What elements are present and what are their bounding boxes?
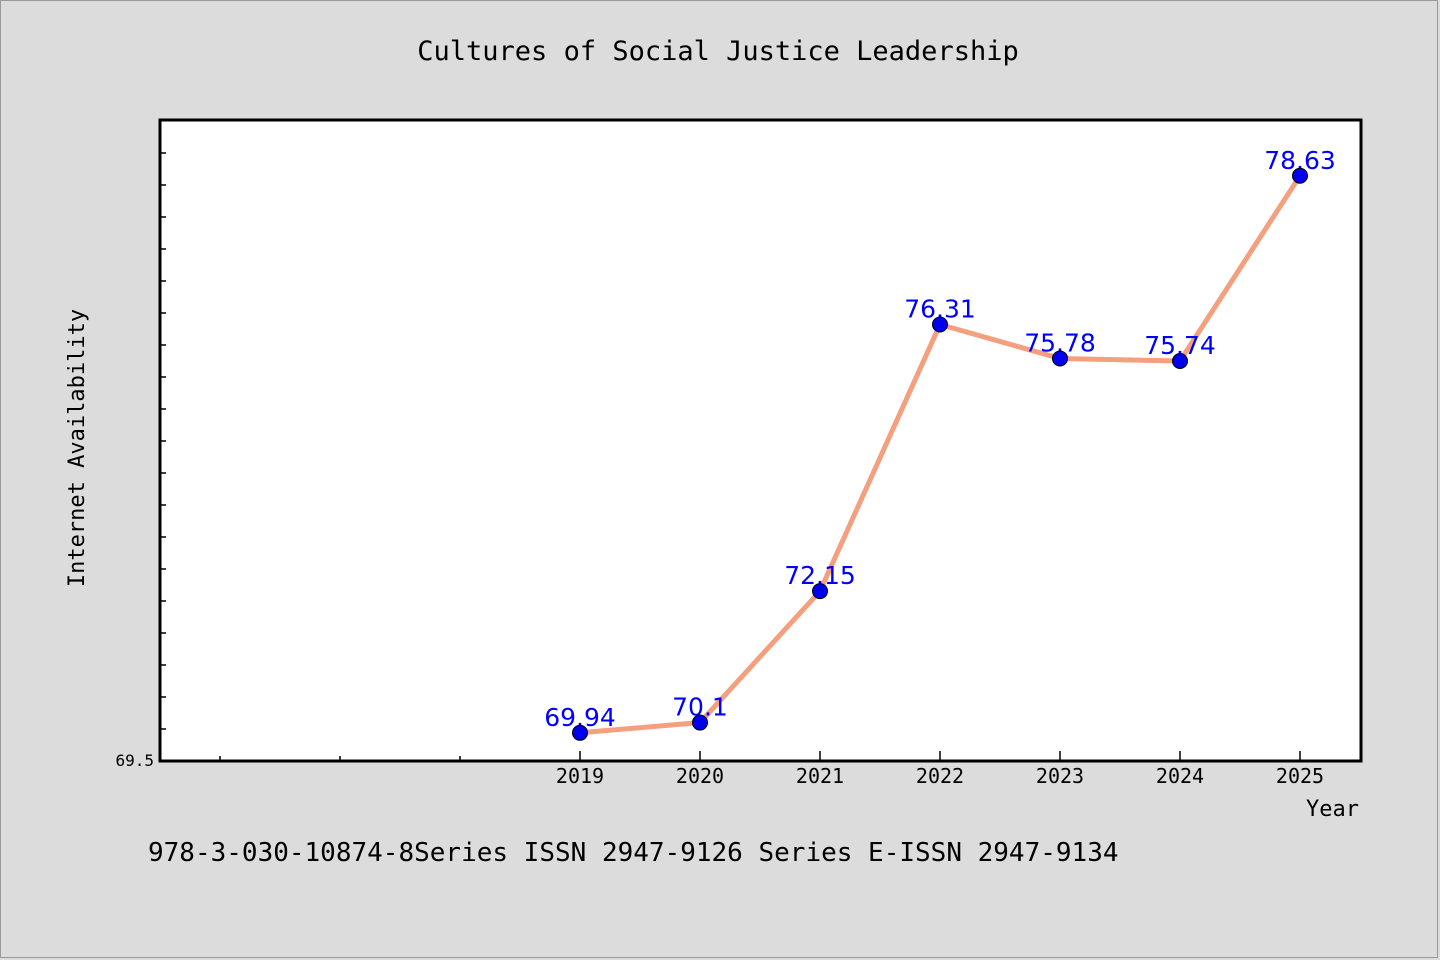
y-tick-label-min: 69.5 <box>115 751 154 770</box>
data-point <box>1292 167 1308 184</box>
x-tick-label: 2024 <box>1156 764 1204 788</box>
footer-text: 978-3-030-10874-8Series ISSN 2947-9126 S… <box>148 838 1119 868</box>
data-point <box>932 316 948 333</box>
x-axis-label: Year <box>1306 797 1359 822</box>
data-point <box>1052 350 1068 367</box>
data-point <box>1172 353 1188 370</box>
plot-area <box>158 118 1363 763</box>
data-point <box>692 714 708 731</box>
x-axis-tick-labels: 2019 2020 2021 2022 2023 2024 2025 <box>556 764 1324 788</box>
x-tick-label: 2020 <box>676 764 724 788</box>
x-axis-ticks <box>219 751 1301 761</box>
y-axis-ticks <box>160 152 166 730</box>
x-tick-label: 2021 <box>796 764 844 788</box>
data-point <box>572 724 588 741</box>
y-axis-label: Internet Availability <box>65 309 90 587</box>
chart-title: Cultures of Social Justice Leadership <box>417 36 1018 67</box>
x-tick-label: 2025 <box>1276 764 1324 788</box>
x-tick-label: 2023 <box>1036 764 1084 788</box>
data-point <box>812 583 828 600</box>
x-tick-label: 2019 <box>556 764 604 788</box>
x-tick-label: 2022 <box>916 764 964 788</box>
